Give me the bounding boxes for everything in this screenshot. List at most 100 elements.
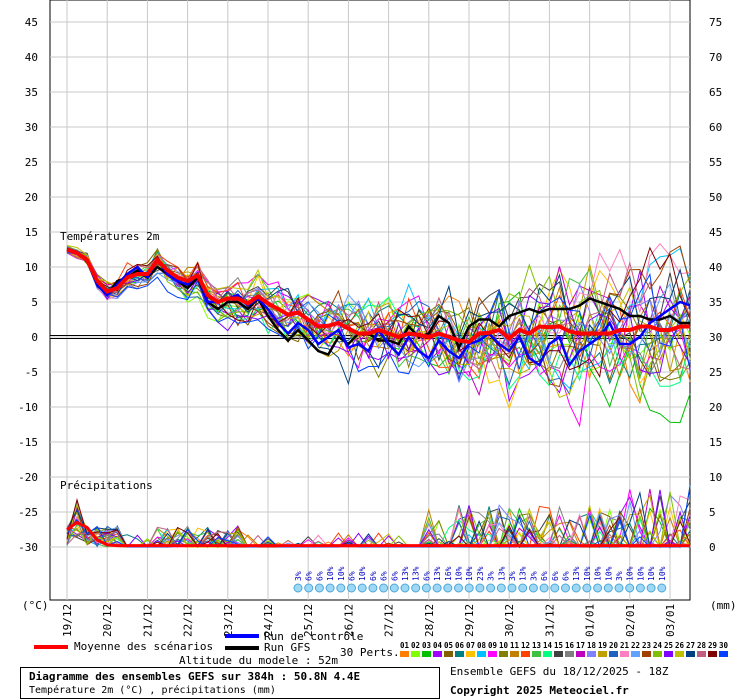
- snow-probability: 13%: [572, 566, 581, 581]
- perturbation-number: 01: [400, 641, 410, 650]
- snowflake-icon: [657, 583, 667, 593]
- snow-probability: 6%: [315, 571, 324, 581]
- x-tick-label: 23/12: [222, 604, 235, 637]
- left-tick-label: 20: [25, 191, 38, 204]
- snowflake-icon: [496, 583, 506, 593]
- precip-line: [66, 503, 691, 548]
- snowflake-icon: [582, 583, 592, 593]
- snow-probability: 10%: [465, 566, 474, 581]
- x-tick-label: 26/12: [342, 604, 355, 637]
- chart-title: Diagramme des ensembles GEFS sur 384h : …: [29, 670, 361, 683]
- perturbation-swatch: [554, 651, 563, 657]
- left-tick-label: -15: [18, 436, 38, 449]
- perturbation-swatch: [455, 651, 464, 657]
- perturbation-swatch: [400, 651, 409, 657]
- right-tick-label: 15: [709, 436, 722, 449]
- perturbation-number: 21: [620, 641, 630, 650]
- snowflake-icon: [347, 583, 356, 593]
- perturbations-label: 30 Perts.: [340, 646, 400, 659]
- right-axis-unit: (mm): [710, 599, 737, 612]
- snowflake-icon: [432, 583, 442, 593]
- x-tick-label: 21/12: [141, 604, 154, 637]
- snow-probability: 10%: [326, 566, 335, 581]
- perturbation-number: 22: [631, 641, 641, 650]
- snowflake-icon: [571, 583, 581, 593]
- x-tick-label: 22/12: [182, 604, 195, 637]
- left-tick-label: -20: [18, 471, 38, 484]
- left-tick-label: 5: [31, 296, 38, 309]
- chart-grid: [49, 0, 691, 601]
- snow-probability: 10%: [647, 566, 656, 581]
- snowflake-icon: [379, 583, 389, 593]
- perturbation-number: 08: [477, 641, 487, 650]
- snow-probability: 6%: [390, 571, 399, 581]
- perturbation-swatch: [675, 651, 684, 657]
- snowflake-icon: [486, 583, 496, 593]
- altitude-label: Altitude du modele : 52m: [179, 654, 338, 667]
- x-tick-label: 19/12: [61, 604, 74, 637]
- snow-probability: 23%: [476, 566, 485, 581]
- perturbation-number: 10: [499, 641, 509, 650]
- snow-probability: 13%: [412, 566, 421, 581]
- snowflake-icon: [400, 583, 410, 593]
- perturbation-swatch: [708, 651, 717, 657]
- perturbation-swatch: [433, 651, 442, 657]
- perturbation-number: 24: [653, 641, 663, 650]
- perturbation-swatch: [411, 651, 420, 657]
- left-axis-ticks: 45 40 35 30 25 20 15 10 5 0 -5 -10 -15 -20 -25 -30: [18, 16, 38, 554]
- perturbation-swatch: [653, 651, 662, 657]
- x-tick-label: 20/12: [101, 604, 114, 637]
- snow-probability: 3%: [508, 571, 517, 581]
- precipitation-panel-label: Précipitations: [60, 479, 153, 492]
- perturbation-swatch: [466, 651, 475, 657]
- right-tick-label: 5: [709, 506, 716, 519]
- right-tick-label: 25: [709, 366, 722, 379]
- right-tick-label: 55: [709, 156, 722, 169]
- x-tick-label: 03/01: [664, 604, 677, 637]
- perturbation-number: 09: [488, 641, 498, 650]
- perturbation-number: 02: [411, 641, 421, 650]
- snowflake-icon: [454, 583, 463, 593]
- snow-probability: 3%: [529, 571, 538, 581]
- perturbation-swatch: [664, 651, 673, 657]
- left-tick-label: 40: [25, 51, 38, 64]
- snow-probability: 3%: [294, 571, 303, 581]
- perturbation-number: 03: [422, 641, 432, 650]
- snowflake-icon: [550, 583, 560, 593]
- perturbation-number: 20: [609, 641, 619, 650]
- perturbation-swatch: [609, 651, 618, 657]
- perturbation-swatch: [631, 651, 640, 657]
- left-tick-label: -25: [18, 506, 38, 519]
- perturbation-number: 28: [697, 641, 707, 650]
- snow-probability: 6%: [348, 571, 357, 581]
- x-tick-label: 02/01: [624, 604, 637, 637]
- left-tick-label: 45: [25, 16, 38, 29]
- x-tick-label: 29/12: [463, 604, 476, 637]
- perturbation-number: 30: [719, 641, 729, 650]
- right-tick-label: 30: [709, 331, 722, 344]
- snowflake-icon: [357, 583, 367, 593]
- right-tick-label: 70: [709, 51, 722, 64]
- left-tick-label: 35: [25, 86, 38, 99]
- right-tick-label: 65: [709, 86, 722, 99]
- mean-precip-line: [66, 520, 691, 548]
- x-tick-label: 28/12: [423, 604, 436, 637]
- perturbation-swatch: [510, 651, 519, 657]
- perturbation-swatch: [499, 651, 508, 657]
- snowflake-icon: [507, 583, 517, 593]
- x-tick-label: 25/12: [302, 604, 315, 637]
- snowflake-icon: [539, 583, 549, 593]
- snow-probability: 13%: [401, 566, 410, 581]
- perturbation-number: 18: [587, 641, 597, 650]
- perturbation-number: 06: [455, 641, 465, 650]
- left-tick-label: 30: [25, 121, 38, 134]
- snow-probability: 3%: [487, 571, 496, 581]
- snowflake-icon: [635, 583, 645, 593]
- snowflake-icon: [411, 583, 421, 593]
- mean-series-line: [66, 247, 691, 345]
- gfs-legend-label: Run GFS: [264, 641, 311, 654]
- left-tick-label: 0: [31, 331, 38, 344]
- perturbation-swatch: [620, 651, 629, 657]
- left-tick-label: 15: [25, 226, 38, 239]
